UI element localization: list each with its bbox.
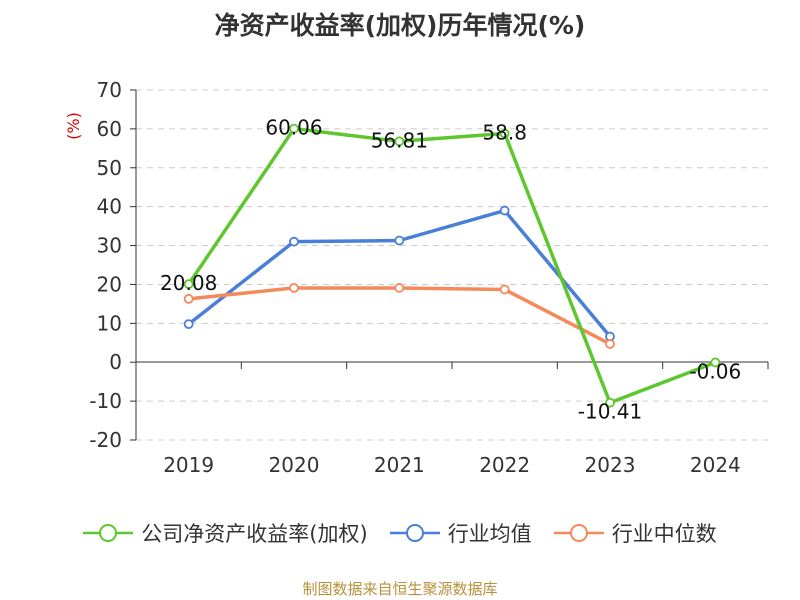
legend-line-circle-icon [553,524,604,542]
grid-lines [136,89,768,441]
data-point[interactable] [605,397,615,408]
y-tick-label: 10 [97,311,122,335]
y-tick-label: 70 [97,78,122,102]
y-tick-label: 60 [97,117,122,141]
data-point[interactable] [605,339,615,349]
legend-item[interactable]: 行业中位数 [553,518,717,548]
data-point[interactable] [183,293,194,304]
y-tick-label: 30 [97,234,122,258]
data-labels: 20.08 60.06 56.81 58.8 -10.41 -0.06 [160,116,741,424]
x-tick-label: 2019 [163,453,214,477]
legend-label: 行业中位数 [611,522,717,546]
data-label: 60.06 [265,116,322,140]
data-point[interactable] [394,235,405,246]
data-point[interactable] [499,128,510,139]
data-label: -0.06 [689,359,741,383]
data-label: 56.81 [371,128,428,152]
data-point[interactable] [183,319,194,330]
y-tick-label: -20 [89,428,122,452]
legend-swatch-marker [405,524,424,542]
legend-item[interactable]: 公司净资产收益率(加权) [83,518,368,548]
y-tick-label: 40 [97,195,122,219]
series-line [186,126,718,405]
x-tick-label: 2020 [269,453,320,477]
data-point[interactable] [289,123,299,134]
series-line [186,286,612,346]
x-tick-label: 2021 [374,453,425,477]
chart-legend: 公司净资产收益率(加权) 行业均值 行业中位数 [0,518,800,548]
y-tick-label: 20 [97,272,122,296]
y-tick-label: 0 [109,350,122,374]
legend-item[interactable]: 行业均值 [389,518,532,548]
legend-swatch-marker [99,524,118,542]
legend-line-circle-icon [389,524,440,542]
data-label: 20.08 [160,271,217,295]
y-tick-label: 50 [97,156,122,180]
legend-line-circle-icon [83,524,134,542]
y-axis-unit-label: (%) [64,112,83,140]
x-tick-label: 2022 [479,453,530,477]
data-label: -10.41 [578,400,642,424]
data-point[interactable] [499,205,510,216]
data-point[interactable] [394,136,405,147]
source-note: 制图数据来自恒生聚源数据库 [302,580,498,598]
data-point[interactable] [394,283,405,293]
legend-label: 行业均值 [447,522,532,546]
axes: -20 -10 0 10 20 30 40 50 60 70 2019 2020 2021 2022 202… [64,78,769,477]
legend-label: 公司净资产收益率(加权) [141,522,368,546]
data-point[interactable] [710,357,721,368]
chart-title: 净资产收益率(加权)历年情况(%) [214,11,586,40]
data-point[interactable] [183,279,194,290]
series-line [186,208,612,339]
data-point[interactable] [289,236,299,247]
data-label: 58.8 [482,121,527,145]
series-lines [183,123,721,408]
data-point[interactable] [289,283,299,293]
legend-swatch-marker [569,524,588,542]
x-tick-label: 2024 [690,453,741,477]
x-tick-label: 2023 [585,453,636,477]
data-point[interactable] [499,284,510,295]
y-tick-label: -10 [89,389,122,413]
